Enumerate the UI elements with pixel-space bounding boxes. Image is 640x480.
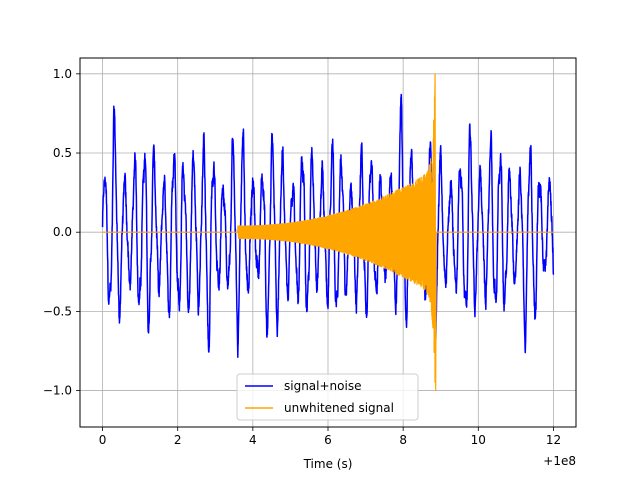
x-tick-label: 2 [174,433,182,447]
x-tick-label: 6 [324,433,332,447]
x-axis-offset-label: +1e8 [543,454,576,468]
x-tick-label: 4 [249,433,257,447]
x-tick-label: 12 [546,433,561,447]
legend-label-unwhitened-signal: unwhitened signal [284,401,394,415]
y-tick-label: 1.0 [53,67,72,81]
y-tick-label: −1.0 [43,384,72,398]
y-tick-label: 0.5 [53,146,72,160]
y-axis-ticks: −1.0 −0.5 0.0 0.5 1.0 [43,67,80,398]
y-tick-label: 0.0 [53,225,72,239]
x-tick-label: 8 [399,433,407,447]
x-axis-ticks: 0 2 4 6 8 10 12 [99,427,561,447]
x-tick-label: 10 [471,433,486,447]
x-tick-label: 0 [99,433,107,447]
x-axis-label: Time (s) [303,457,353,471]
y-tick-label: −0.5 [43,304,72,318]
series-signal-noise-line [101,93,555,358]
legend-label-signal-noise: signal+noise [284,379,361,393]
series-unwhitened-signal-line [102,73,554,392]
legend-box [236,373,419,421]
legend: signal+noise unwhitened signal [236,373,419,421]
